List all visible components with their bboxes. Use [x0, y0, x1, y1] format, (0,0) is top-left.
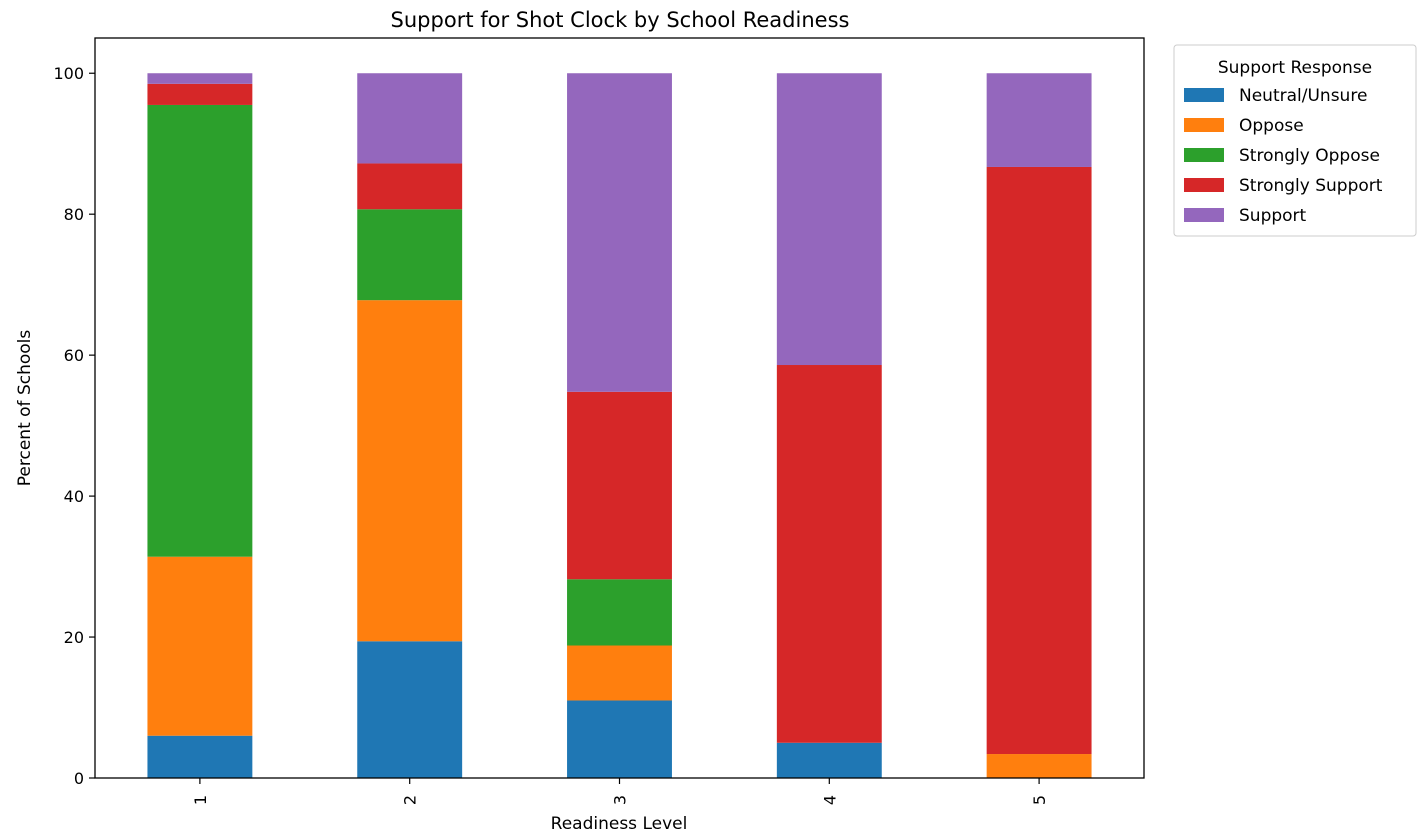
bar-segment — [986, 73, 1092, 167]
bar-segment — [357, 641, 463, 778]
legend-swatch — [1184, 208, 1224, 222]
bar-segment — [357, 300, 463, 642]
y-axis-label: Percent of Schools — [15, 330, 35, 487]
x-tick-label: 1 — [191, 795, 210, 805]
bars-layer — [147, 73, 1092, 778]
y-tick-label: 40 — [64, 487, 84, 506]
bar-segment — [986, 166, 1092, 755]
bar-segment — [567, 73, 672, 392]
y-tick-label: 60 — [64, 346, 84, 365]
bar-segment — [986, 754, 1092, 778]
x-tick-label: 5 — [1030, 795, 1049, 805]
bar-segment — [147, 73, 253, 84]
bar-segment — [357, 209, 463, 301]
legend-box — [1173, 44, 1417, 237]
bar-segment — [147, 735, 253, 778]
legend-label: Oppose — [1239, 116, 1304, 136]
legend-swatch — [1184, 148, 1224, 162]
bar-segment — [147, 556, 253, 736]
y-tick-label: 0 — [74, 769, 84, 788]
x-tick-label: 2 — [401, 795, 420, 805]
legend-label: Support — [1239, 206, 1307, 226]
legend-swatch — [1184, 118, 1224, 132]
legend-label: Strongly Support — [1239, 176, 1383, 196]
x-tick-label: 3 — [611, 795, 630, 805]
bar-segment — [776, 742, 882, 778]
x-tick-label: 4 — [820, 795, 839, 805]
y-tick-label: 20 — [64, 628, 84, 647]
chart-title: Support for Shot Clock by School Readine… — [391, 8, 850, 32]
bar-segment — [567, 700, 672, 778]
bar-segment — [567, 579, 672, 646]
legend-label: Neutral/Unsure — [1239, 86, 1367, 106]
bar-segment — [776, 73, 882, 366]
y-tick-label: 80 — [64, 205, 84, 224]
bar-segment — [147, 104, 253, 557]
bar-segment — [357, 73, 463, 164]
bar-segment — [357, 163, 463, 210]
legend-items: Neutral/Unsure Oppose Strongly Oppose Stron… — [1184, 86, 1383, 226]
bar-segment — [776, 365, 882, 743]
legend: Support Response Neutral/Unsure Oppose Str… — [1173, 44, 1417, 237]
legend-swatch — [1184, 178, 1224, 192]
bar-segment — [147, 83, 253, 105]
y-tick-label: 100 — [53, 64, 84, 83]
x-axis: 1 2 3 4 5 — [191, 778, 1049, 805]
bar-segment — [567, 645, 672, 701]
legend-title: Support Response — [1218, 58, 1372, 78]
y-axis: 0 20 40 60 80 100 — [53, 64, 95, 788]
legend-swatch — [1184, 88, 1224, 102]
legend-label: Strongly Oppose — [1239, 146, 1380, 166]
x-axis-label: Readiness Level — [551, 814, 688, 834]
bar-segment — [567, 391, 672, 580]
